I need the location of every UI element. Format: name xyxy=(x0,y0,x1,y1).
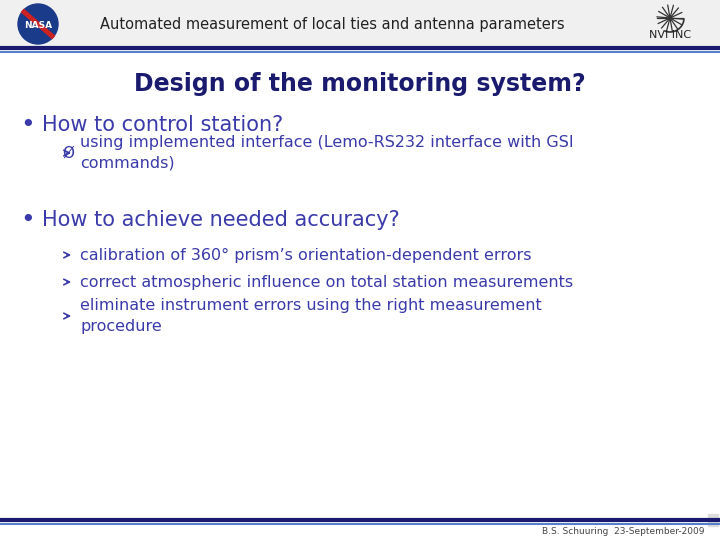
Text: Design of the monitoring system?: Design of the monitoring system? xyxy=(134,72,586,96)
Text: NVI INC: NVI INC xyxy=(649,30,691,40)
Text: Automated measurement of local ties and antenna parameters: Automated measurement of local ties and … xyxy=(100,17,564,31)
Text: eliminate instrument errors using the right measurement
procedure: eliminate instrument errors using the ri… xyxy=(80,298,541,334)
Bar xyxy=(708,514,718,526)
Text: calibration of 360° prism’s orientation-dependent errors: calibration of 360° prism’s orientation-… xyxy=(80,247,531,262)
Text: correct atmospheric influence on total station measurements: correct atmospheric influence on total s… xyxy=(80,274,573,289)
Text: Ø: Ø xyxy=(62,145,74,160)
Circle shape xyxy=(18,4,58,44)
Text: How to control station?: How to control station? xyxy=(42,115,283,135)
Text: •: • xyxy=(21,208,35,232)
Text: B.S. Schuuring  23-September-2009: B.S. Schuuring 23-September-2009 xyxy=(542,526,705,536)
Text: using implemented interface (Lemo-RS232 interface with GSI
commands): using implemented interface (Lemo-RS232 … xyxy=(80,136,574,171)
Text: •: • xyxy=(21,113,35,137)
Bar xyxy=(0,0,720,48)
Text: NASA: NASA xyxy=(24,21,52,30)
Text: How to achieve needed accuracy?: How to achieve needed accuracy? xyxy=(42,210,400,230)
